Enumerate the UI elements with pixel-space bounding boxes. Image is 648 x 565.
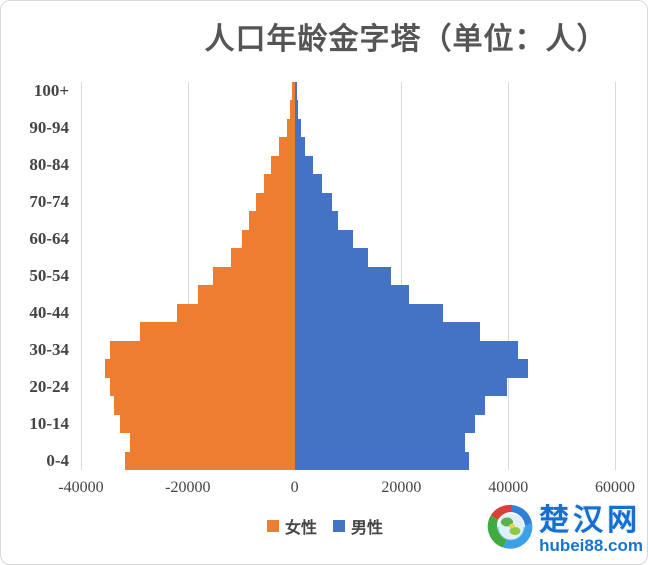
x-tick-label: -20000 xyxy=(165,479,211,496)
bar-female-70-74 xyxy=(256,192,295,212)
bar-male-30-34 xyxy=(294,340,518,360)
y-tick-label: 50-54 xyxy=(29,266,69,285)
bar-male-90-94 xyxy=(294,118,301,138)
y-tick-label: 100+ xyxy=(33,81,69,101)
site-logo: 楚汉网 hubei88.com xyxy=(485,501,643,558)
bar-female-45-49 xyxy=(198,285,295,304)
bar-female-30-34 xyxy=(110,340,295,360)
chart-legend: 女性 男性 xyxy=(1,514,647,538)
bar-male-55-59 xyxy=(294,248,368,267)
bar-female-55-59 xyxy=(231,248,295,267)
y-tick-label: 10-14 xyxy=(29,413,69,433)
bar-female-20-24 xyxy=(110,377,295,397)
vertical-gridline xyxy=(615,82,616,470)
bar-male-100+ xyxy=(294,82,298,101)
bar-male-45-49 xyxy=(294,285,409,304)
vertical-gridline xyxy=(81,82,82,470)
bar-female-75-79 xyxy=(263,174,295,193)
bar-male-35-39 xyxy=(294,322,480,341)
bar-female-95-99 xyxy=(290,100,295,119)
legend-label-female: 女性 xyxy=(284,520,317,537)
vertical-gridline xyxy=(401,82,403,470)
bar-female-0-4 xyxy=(125,451,295,470)
vertical-gridline xyxy=(187,82,189,470)
y-axis-labels: 100+ 90-94 80-84 70-74 60-64 50-54 40-44 30-34 2… xyxy=(1,81,73,470)
y-tick-label: 0-4 xyxy=(46,450,69,470)
female-series-swatch xyxy=(266,520,279,532)
x-tick-label: 20000 xyxy=(381,479,422,496)
bar-female-25-29 xyxy=(105,359,295,378)
legend-item-female: 女性 xyxy=(266,514,317,538)
y-tick-label: 90-94 xyxy=(29,118,69,138)
logo-site-name: 楚汉网 xyxy=(539,503,642,537)
bar-female-60-64 xyxy=(241,229,295,249)
vertical-gridline xyxy=(508,82,510,470)
y-tick-label: 30-34 xyxy=(29,339,69,359)
bar-female-10-14 xyxy=(119,414,295,434)
y-tick-label: 20-24 xyxy=(29,376,69,396)
bar-male-40-44 xyxy=(294,303,444,323)
bar-male-15-19 xyxy=(294,396,486,415)
bar-male-20-24 xyxy=(294,377,507,397)
bar-female-15-19 xyxy=(113,396,295,415)
bar-female-40-44 xyxy=(177,303,295,323)
y-tick-label: 60-64 xyxy=(29,229,69,249)
bar-female-50-54 xyxy=(212,266,295,286)
bar-male-0-4 xyxy=(294,451,470,470)
x-tick-label: 60000 xyxy=(595,479,635,496)
bar-male-70-74 xyxy=(294,192,332,212)
y-tick-label: 40-44 xyxy=(29,302,69,322)
x-tick-label: -40000 xyxy=(58,479,104,496)
x-axis-labels: -40000 -20000 0 20000 40000 60000 xyxy=(1,478,647,498)
y-tick-label: 70-74 xyxy=(29,192,69,212)
bar-male-75-79 xyxy=(294,174,323,193)
bar-male-10-14 xyxy=(294,414,475,434)
bar-male-65-69 xyxy=(294,211,339,230)
y-tick-label: 80-84 xyxy=(29,155,69,175)
plot-area xyxy=(81,82,616,470)
legend-item-male: 男性 xyxy=(333,514,383,538)
bar-male-80-84 xyxy=(294,155,314,175)
bar-male-60-64 xyxy=(294,229,354,249)
logo-swirl-globe-icon xyxy=(485,501,537,558)
bar-female-100+ xyxy=(291,82,295,101)
logo-site-domain: hubei88.com xyxy=(539,535,643,555)
bar-female-35-39 xyxy=(140,322,295,341)
male-series-swatch xyxy=(333,520,345,532)
legend-label-male: 男性 xyxy=(351,520,384,537)
x-tick-label: 40000 xyxy=(488,479,529,496)
bar-male-25-29 xyxy=(294,359,528,378)
bar-female-80-84 xyxy=(270,155,295,175)
bar-female-90-94 xyxy=(287,118,295,138)
bar-female-85-89 xyxy=(279,137,295,156)
bar-female-5-9 xyxy=(130,433,295,452)
bar-male-85-89 xyxy=(294,137,306,156)
x-tick-label: 0 xyxy=(290,479,299,496)
chart-title: 人口年龄金字塔（单位：人） xyxy=(204,23,608,56)
bar-male-50-54 xyxy=(294,266,392,286)
bar-female-65-69 xyxy=(249,211,295,230)
bar-male-95-99 xyxy=(294,100,299,119)
bar-male-5-9 xyxy=(294,433,466,452)
